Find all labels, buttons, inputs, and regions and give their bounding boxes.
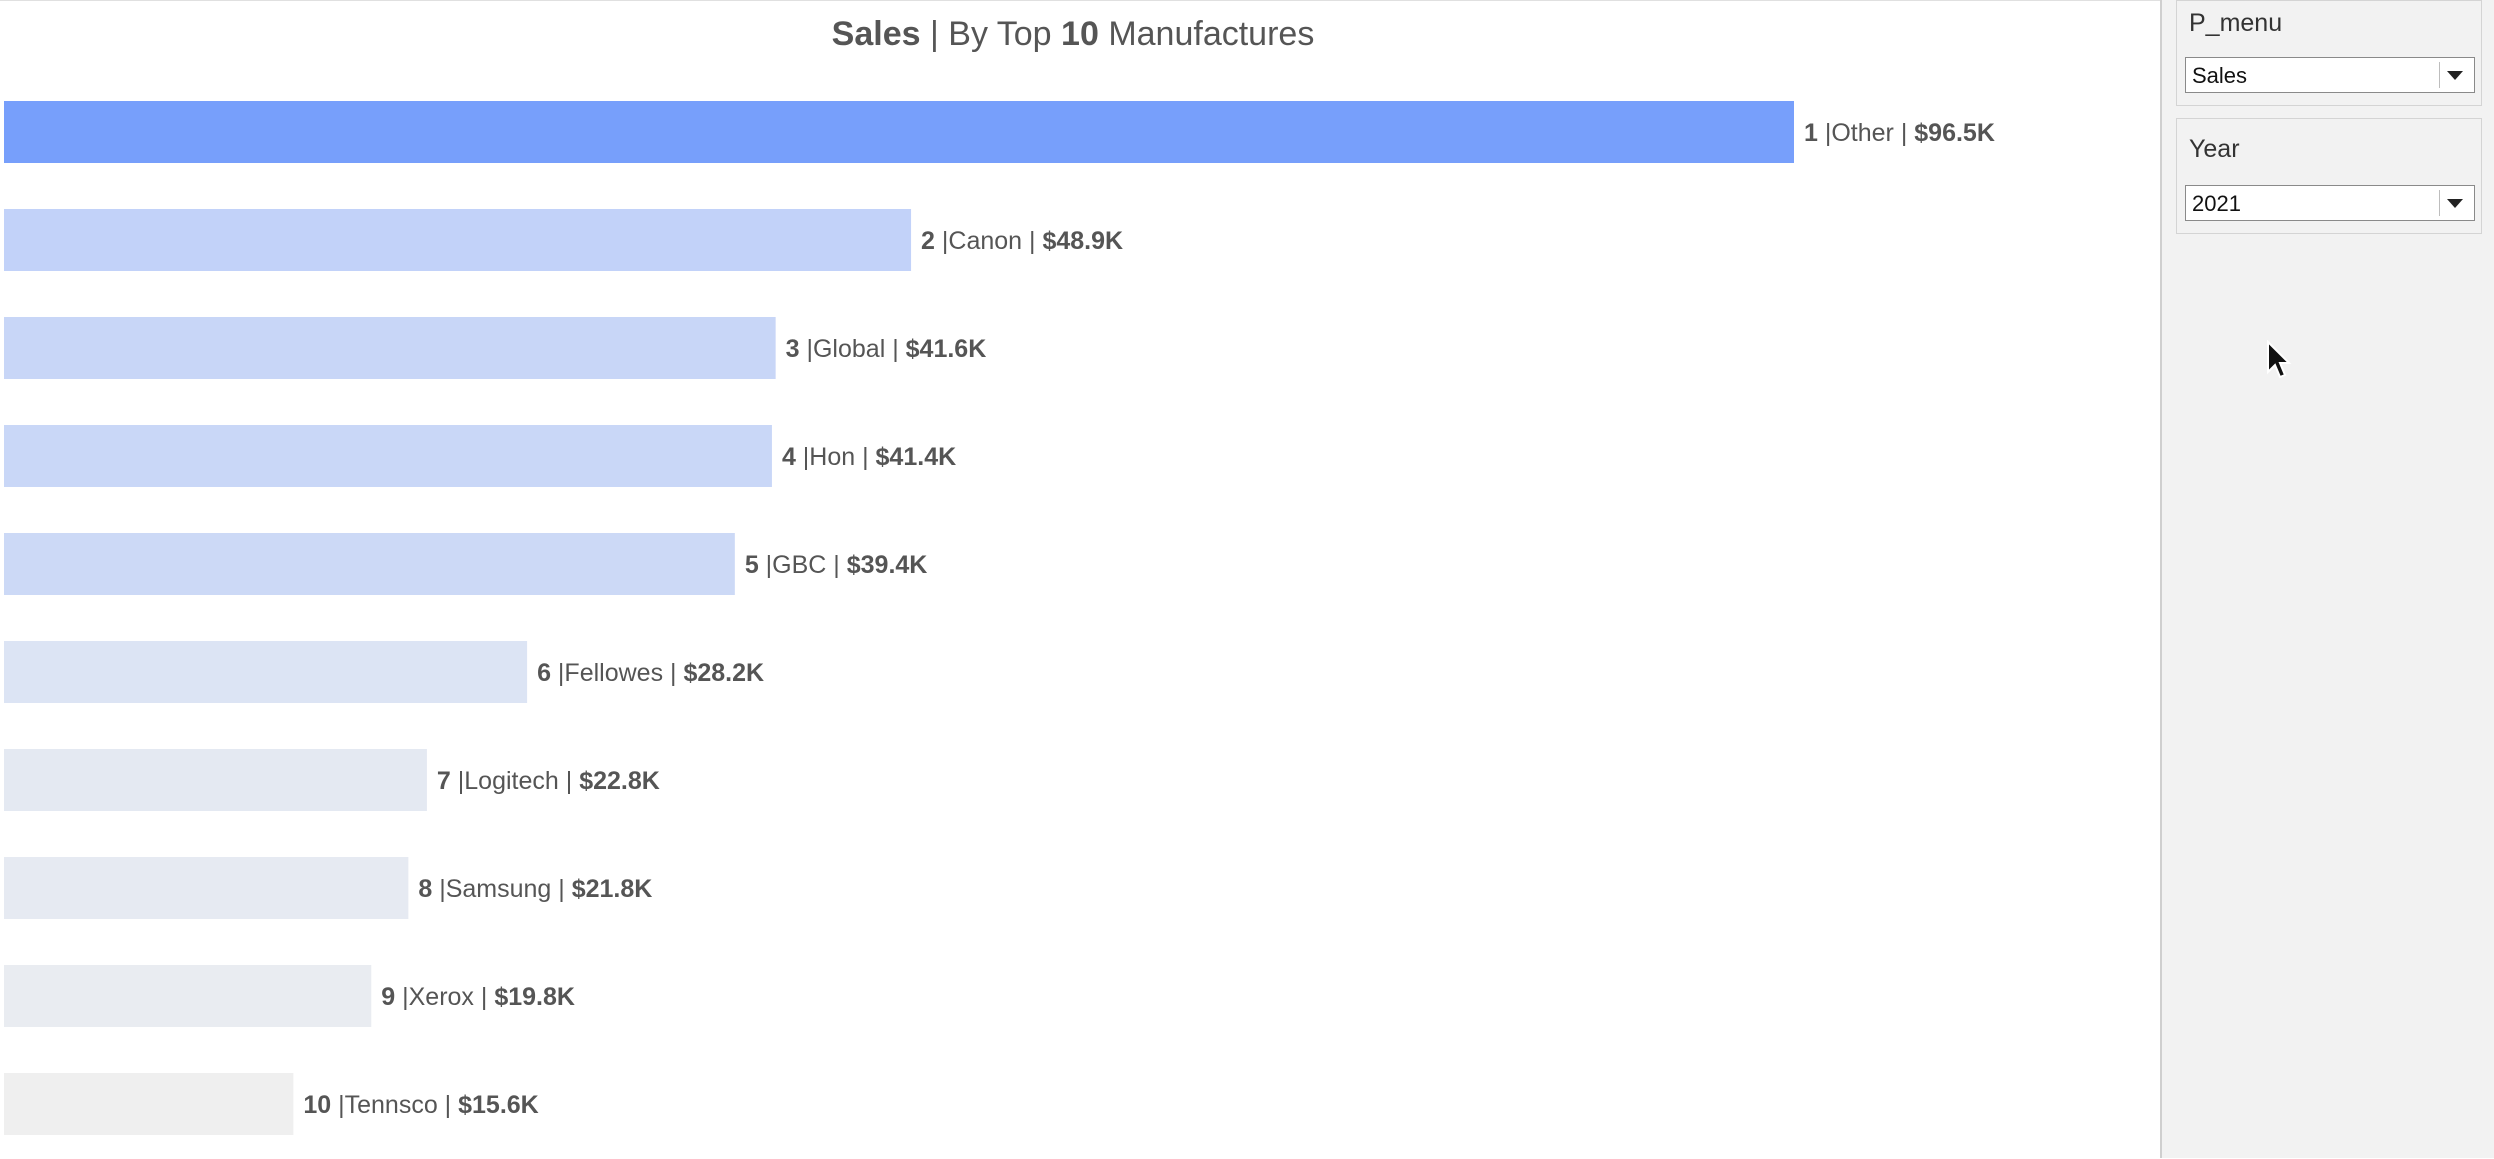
bar-rank: 4 [782,443,796,471]
bar-fellowes[interactable] [4,641,528,703]
year-parameter: Year 2021 [2176,118,2482,234]
bar-name: |Fellowes | [551,659,683,687]
year-label: Year [2189,135,2240,163]
bar-label-hon: 4 |Hon | $41.4K [782,443,956,471]
chevron-down-icon[interactable] [2447,71,2463,80]
bar-value: $41.6K [906,335,987,363]
chart-area: Sales | By Top 10 Manufactures 1 |Other … [0,0,2160,1135]
p-menu-dropdown[interactable]: Sales [2185,57,2475,93]
dropdown-divider [2439,190,2440,216]
chevron-down-icon[interactable] [2447,199,2463,208]
title-suffix: Manufactures [1108,15,1315,53]
bar-value: $19.8K [494,983,575,1011]
bar-xerox[interactable] [4,965,372,1027]
bar-label-canon: 2 |Canon | $48.9K [921,227,1123,255]
bar-label-tennsco: 10 |Tennsco | $15.6K [303,1091,538,1119]
bar-label-logitech: 7 |Logitech | $22.8K [437,767,660,795]
title-measure: Sales [831,15,921,53]
bar-name: |Logitech | [451,767,579,795]
bar-rank: 1 [1804,119,1818,147]
p-menu-parameter: P_menu Sales [2176,0,2482,106]
bar-rank: 2 [921,227,935,255]
bar-name: |Other | [1818,119,1914,147]
bar-name: |Canon | [935,227,1043,255]
bar-other[interactable] [4,101,1794,163]
bar-tennsco[interactable] [4,1073,294,1135]
bar-label-gbc: 5 |GBC | $39.4K [745,551,928,579]
bar-value: $28.2K [683,659,764,687]
bar-gbc[interactable] [4,533,735,595]
p-menu-value: Sales [2192,63,2248,88]
bar-chart: 1 |Other | $96.5K 2 |Canon | $48.9K 3 |Glo… [4,101,1995,1135]
bar-rank: 5 [745,551,759,579]
bar-logitech[interactable] [4,749,427,811]
bar-rank: 7 [437,767,451,795]
p-menu-label: P_menu [2189,9,2283,37]
bar-name: |Xerox | [395,983,494,1011]
bar-label-fellowes: 6 |Fellowes | $28.2K [537,659,764,687]
chart-title: Sales | By Top 10 Manufactures [0,15,2146,54]
bar-name: |Tennsco | [331,1091,458,1119]
bar-samsung[interactable] [4,857,409,919]
dropdown-divider [2439,62,2440,88]
bar-global[interactable] [4,317,776,379]
bar-value: $21.8K [572,875,653,903]
parameters-panel: P_menu Sales Year 2021 [2160,0,2494,1158]
bar-label-other: 1 |Other | $96.5K [1804,119,1995,147]
bar-rank: 3 [786,335,800,363]
bar-name: |Global | [800,335,906,363]
bar-value: $48.9K [1042,227,1123,255]
bar-rank: 6 [537,659,551,687]
bar-value: $15.6K [458,1091,539,1119]
bar-name: |Hon | [796,443,876,471]
bar-name: |GBC | [759,551,847,579]
bar-value: $96.5K [1914,119,1995,147]
bar-value: $41.4K [876,443,957,471]
mouse-cursor-icon [2267,340,2292,379]
title-count: 10 [1061,15,1099,53]
bar-label-xerox: 9 |Xerox | $19.8K [381,983,575,1011]
bar-value: $22.8K [579,767,660,795]
bar-rank: 8 [418,875,432,903]
bar-label-samsung: 8 |Samsung | $21.8K [418,875,652,903]
bar-canon[interactable] [4,209,912,271]
bar-rank: 9 [381,983,395,1011]
year-dropdown[interactable]: 2021 [2185,185,2475,221]
bar-label-global: 3 |Global | $41.6K [786,335,987,363]
title-prefix: | By Top [929,15,1052,53]
year-value: 2021 [2192,191,2241,216]
bar-hon[interactable] [4,425,772,487]
bar-rank: 10 [303,1091,331,1119]
bar-name: |Samsung | [432,875,571,903]
bar-value: $39.4K [847,551,928,579]
